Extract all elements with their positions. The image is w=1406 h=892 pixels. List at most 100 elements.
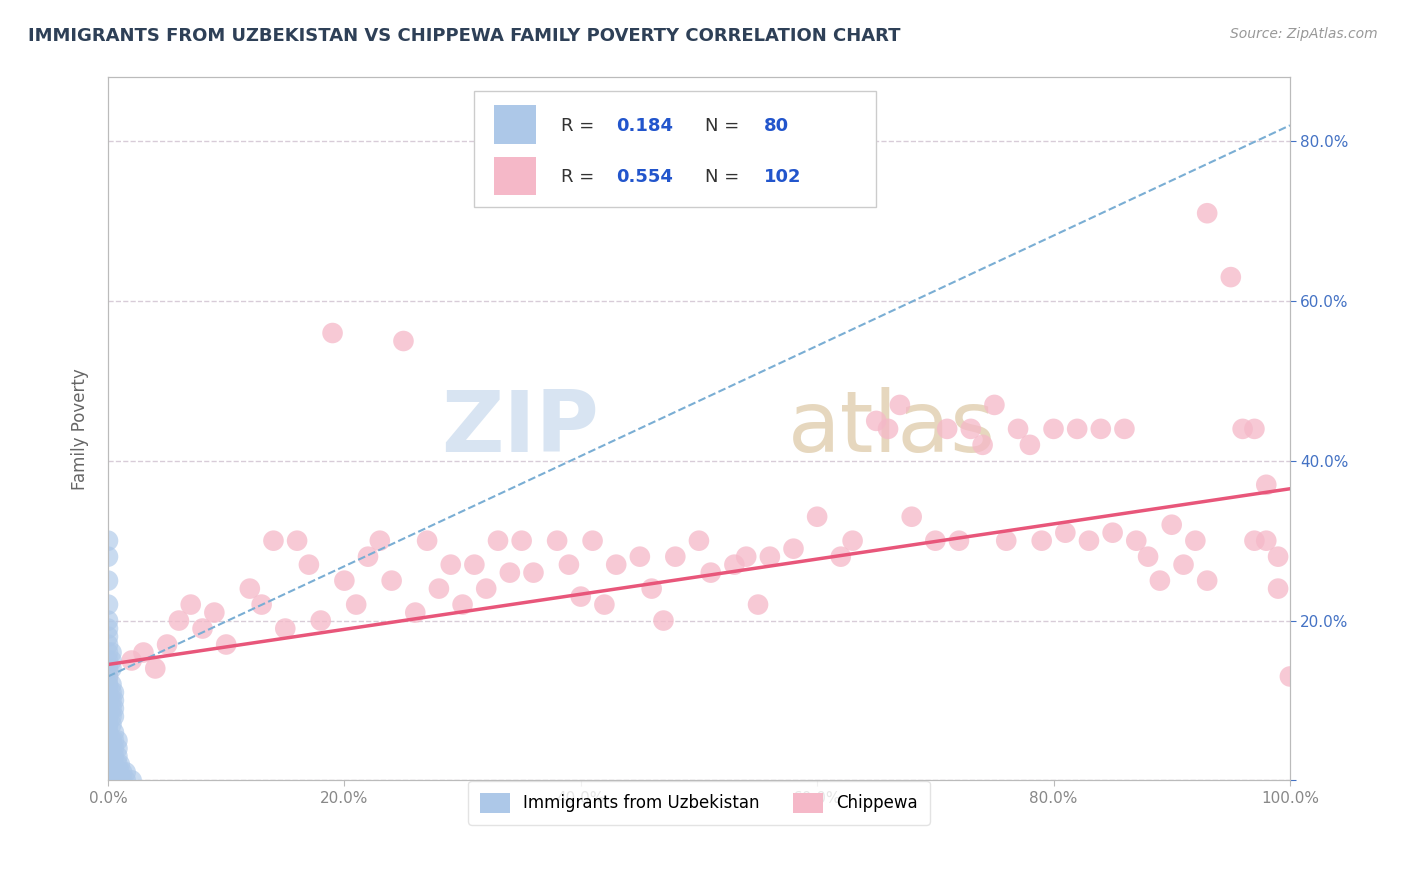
Point bbox=[97, 549, 120, 564]
Point bbox=[900, 509, 922, 524]
Point bbox=[202, 606, 225, 620]
Point bbox=[97, 677, 120, 691]
Point bbox=[100, 693, 122, 707]
Point bbox=[628, 549, 651, 564]
Text: 0.554: 0.554 bbox=[616, 168, 673, 186]
Point bbox=[97, 653, 120, 667]
Point bbox=[143, 661, 166, 675]
Point bbox=[180, 598, 202, 612]
Point bbox=[97, 709, 120, 723]
Point bbox=[1184, 533, 1206, 548]
Point bbox=[558, 558, 581, 572]
Point bbox=[344, 598, 367, 612]
Point bbox=[100, 646, 122, 660]
Point bbox=[1173, 558, 1195, 572]
Point bbox=[108, 757, 131, 772]
Point bbox=[107, 733, 129, 747]
Point bbox=[522, 566, 544, 580]
Point bbox=[1090, 422, 1112, 436]
Point bbox=[97, 733, 120, 747]
Point bbox=[103, 693, 125, 707]
Point bbox=[1101, 525, 1123, 540]
Point bbox=[100, 701, 122, 715]
Point bbox=[107, 741, 129, 756]
Point bbox=[100, 733, 122, 747]
Point bbox=[97, 701, 120, 715]
Point bbox=[995, 533, 1018, 548]
Point bbox=[97, 717, 120, 731]
Text: ZIP: ZIP bbox=[440, 387, 599, 470]
Point bbox=[100, 685, 122, 699]
Text: N =: N = bbox=[704, 168, 745, 186]
Point bbox=[97, 677, 120, 691]
Point bbox=[97, 725, 120, 739]
Point bbox=[285, 533, 308, 548]
Point bbox=[97, 765, 120, 780]
Point bbox=[97, 669, 120, 683]
Point bbox=[100, 765, 122, 780]
Point bbox=[782, 541, 804, 556]
Point bbox=[959, 422, 981, 436]
Point bbox=[688, 533, 710, 548]
Point bbox=[103, 749, 125, 764]
Point bbox=[97, 598, 120, 612]
Point bbox=[569, 590, 592, 604]
Point bbox=[309, 614, 332, 628]
Point bbox=[1114, 422, 1136, 436]
Point bbox=[97, 741, 120, 756]
Point bbox=[97, 574, 120, 588]
Text: 80: 80 bbox=[763, 117, 789, 135]
Point bbox=[652, 614, 675, 628]
Point bbox=[440, 558, 463, 572]
Point bbox=[841, 533, 863, 548]
Point bbox=[114, 773, 136, 788]
Point bbox=[948, 533, 970, 548]
Point bbox=[368, 533, 391, 548]
Point bbox=[463, 558, 485, 572]
Point bbox=[593, 598, 616, 612]
Text: atlas: atlas bbox=[787, 387, 995, 470]
Point bbox=[274, 622, 297, 636]
Point bbox=[97, 773, 120, 788]
Point bbox=[97, 757, 120, 772]
Point bbox=[97, 757, 120, 772]
Point bbox=[759, 549, 782, 564]
Point bbox=[262, 533, 284, 548]
Point bbox=[103, 725, 125, 739]
Point bbox=[1219, 270, 1241, 285]
Point bbox=[97, 622, 120, 636]
Point bbox=[103, 685, 125, 699]
Point bbox=[103, 757, 125, 772]
Point bbox=[416, 533, 439, 548]
Point bbox=[1243, 422, 1265, 436]
Point bbox=[983, 398, 1005, 412]
Point bbox=[392, 334, 415, 348]
Point bbox=[723, 558, 745, 572]
Point bbox=[156, 638, 179, 652]
Point bbox=[103, 733, 125, 747]
Point bbox=[132, 646, 155, 660]
Point bbox=[100, 677, 122, 691]
Point bbox=[97, 717, 120, 731]
Point bbox=[936, 422, 959, 436]
Point bbox=[404, 606, 426, 620]
Point bbox=[357, 549, 380, 564]
Point bbox=[97, 669, 120, 683]
Point bbox=[475, 582, 498, 596]
Point bbox=[97, 709, 120, 723]
Point bbox=[1007, 422, 1029, 436]
Text: 0.184: 0.184 bbox=[616, 117, 673, 135]
Point bbox=[1137, 549, 1160, 564]
Point bbox=[97, 741, 120, 756]
Point bbox=[1267, 582, 1289, 596]
Point bbox=[97, 749, 120, 764]
Text: R =: R = bbox=[561, 117, 600, 135]
Point bbox=[1160, 517, 1182, 532]
Point bbox=[1278, 669, 1301, 683]
Point bbox=[889, 398, 911, 412]
Point bbox=[640, 582, 662, 596]
Point bbox=[103, 709, 125, 723]
Point bbox=[121, 773, 143, 788]
Point bbox=[100, 709, 122, 723]
Point bbox=[333, 574, 356, 588]
